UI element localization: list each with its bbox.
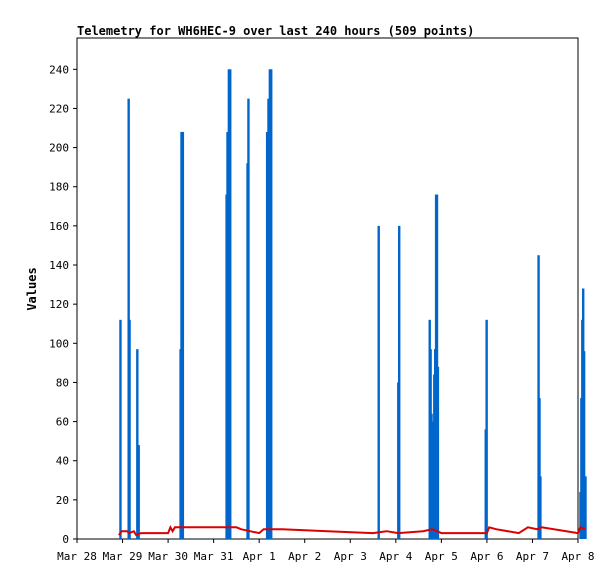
x-tick-label: Apr 8 — [561, 550, 594, 563]
y-tick-label: 40 — [56, 455, 69, 468]
bar — [582, 351, 586, 539]
x-tick-label: Mar 31 — [194, 550, 234, 563]
y-axis-ticks: 0 20 40 60 80 100 120 140 160 180 200 220 240 — [49, 63, 77, 546]
bar — [485, 319, 488, 539]
bar — [229, 69, 232, 539]
bar — [268, 69, 272, 539]
bar-series — [119, 69, 587, 539]
bar — [584, 476, 587, 539]
bar — [180, 131, 183, 539]
y-tick-label: 200 — [49, 142, 69, 155]
bar — [270, 69, 273, 539]
line-series — [118, 524, 586, 537]
plot-area — [76, 37, 579, 540]
bar — [226, 131, 229, 539]
bar — [265, 131, 269, 539]
y-tick-label: 120 — [49, 298, 69, 311]
line-path — [118, 524, 586, 537]
bar — [136, 349, 139, 539]
x-tick-label: Apr 5 — [425, 550, 458, 563]
x-axis-ticks: Mar 28 Mar 29 Mar 30 Mar 31 Apr 1 Apr 2 Apr 3 A… — [57, 539, 595, 563]
y-axis-label: Values — [25, 267, 39, 310]
bar — [128, 319, 131, 539]
bar — [127, 98, 130, 539]
bar — [539, 476, 542, 539]
x-tick-label: Mar 30 — [148, 550, 188, 563]
bar — [227, 69, 231, 539]
bar — [181, 131, 185, 539]
y-tick-label: 0 — [62, 533, 69, 546]
y-tick-label: 160 — [49, 220, 69, 233]
x-tick-label: Apr 3 — [334, 550, 367, 563]
y-tick-label: 100 — [49, 337, 69, 350]
bar — [247, 98, 250, 539]
x-tick-label: Mar 29 — [103, 550, 143, 563]
bar — [267, 98, 270, 539]
x-tick-label: Apr 4 — [379, 550, 412, 563]
bar — [137, 445, 140, 539]
y-tick-label: 240 — [49, 63, 69, 76]
bar — [436, 366, 440, 539]
bar — [377, 225, 380, 539]
x-tick-label: Mar 28 — [57, 550, 97, 563]
y-tick-label: 20 — [56, 494, 69, 507]
y-tick-label: 220 — [49, 102, 69, 115]
x-tick-label: Apr 1 — [243, 550, 276, 563]
x-tick-label: Apr 2 — [288, 550, 321, 563]
y-tick-label: 140 — [49, 259, 69, 272]
bar — [537, 255, 540, 539]
y-tick-label: 80 — [56, 376, 69, 389]
chart-title: Telemetry for WH6HEC-9 over last 240 hou… — [77, 24, 474, 38]
bar — [119, 319, 122, 539]
bar — [398, 225, 401, 539]
y-tick-label: 180 — [49, 181, 69, 194]
y-tick-label: 60 — [56, 416, 69, 429]
x-tick-label: Apr 7 — [516, 550, 549, 563]
bar — [538, 398, 541, 539]
x-tick-label: Apr 6 — [470, 550, 503, 563]
y-axis-label-group: Values — [25, 267, 39, 310]
